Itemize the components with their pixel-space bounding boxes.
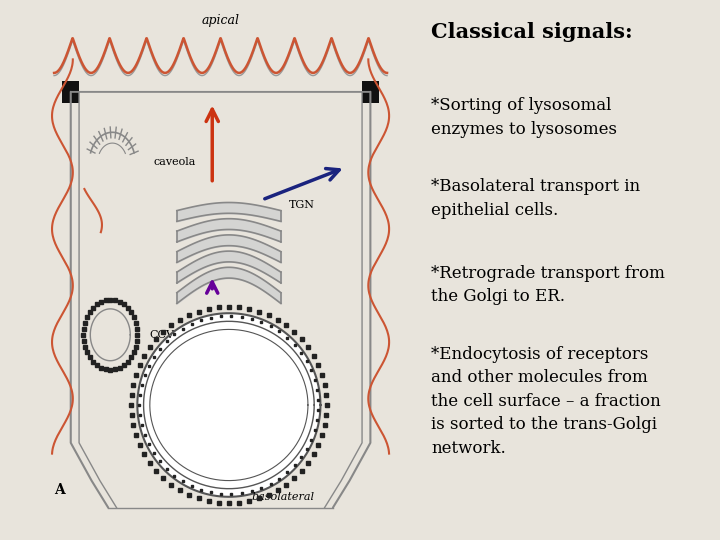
Text: *Basolateral transport in
epithelial cells.: *Basolateral transport in epithelial cel… xyxy=(431,178,641,219)
Text: *Sorting of lysosomal
enzymes to lysosomes: *Sorting of lysosomal enzymes to lysosom… xyxy=(431,97,617,138)
Text: A: A xyxy=(54,483,65,497)
Text: *Endocytosis of receptors
and other molecules from
the cell surface – a fraction: *Endocytosis of receptors and other mole… xyxy=(431,346,661,457)
Polygon shape xyxy=(138,313,320,497)
Text: CCV: CCV xyxy=(150,330,175,340)
Text: Classical signals:: Classical signals: xyxy=(431,22,633,42)
Text: apical: apical xyxy=(202,14,240,27)
Text: TGN: TGN xyxy=(289,200,315,210)
Text: *Retrograde transport from
the Golgi to ER.: *Retrograde transport from the Golgi to … xyxy=(431,265,665,305)
Bar xyxy=(362,81,379,103)
Text: caveola: caveola xyxy=(154,157,197,167)
Text: basolateral: basolateral xyxy=(251,492,315,502)
Bar xyxy=(63,81,79,103)
